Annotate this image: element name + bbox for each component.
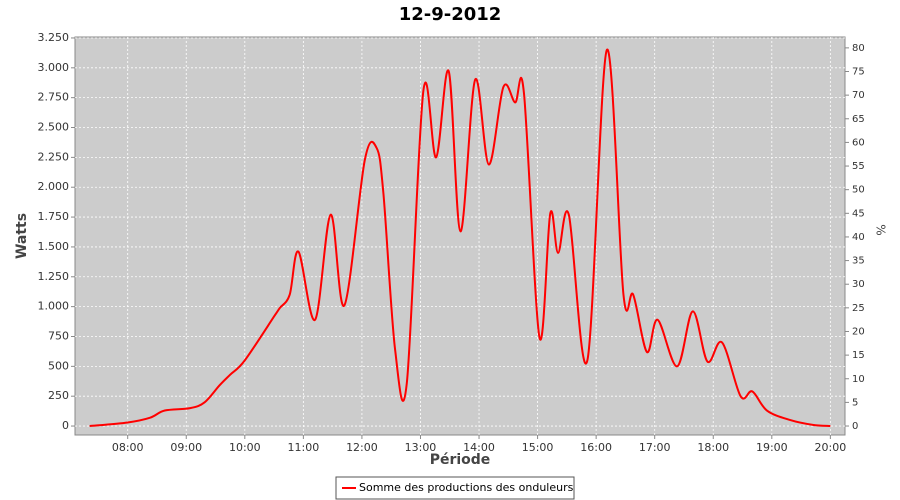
y-tick-label: 3.000 (38, 61, 70, 74)
y2-tick-label: 40 (852, 232, 865, 243)
y2-tick-label: 80 (852, 43, 865, 54)
y-tick-label: 0 (62, 419, 69, 432)
y2-tick-label: 5 (852, 397, 858, 408)
y2-tick-label: 75 (852, 67, 865, 78)
y2-tick-label: 10 (852, 374, 865, 385)
y2-tick-label: 30 (852, 279, 865, 290)
legend-box (335, 476, 575, 500)
y-tick-label: 2.250 (38, 150, 70, 163)
plot-area (74, 36, 846, 436)
y2-tick-label: 0 (852, 421, 858, 432)
x-tick-label: 20:00 (815, 441, 847, 454)
y2-tick-label: 15 (852, 350, 865, 361)
x-tick-label: 14:00 (463, 441, 495, 454)
x-tick-label: 17:00 (639, 441, 671, 454)
y-tick-label: 750 (48, 329, 69, 342)
y2-tick-label: 70 (852, 90, 865, 101)
y-tick-label: 1.250 (38, 270, 70, 283)
y2-tick-label: 65 (852, 114, 865, 125)
legend-label: Somme des productions des onduleurs (359, 481, 574, 494)
y2-tick-label: 60 (852, 137, 865, 148)
y-tick-label: 500 (48, 359, 69, 372)
x-tick-label: 16:00 (580, 441, 612, 454)
y2-tick-label: 50 (852, 185, 865, 196)
y-tick-label: 1.000 (38, 300, 70, 313)
x-tick-label: 08:00 (112, 441, 144, 454)
y-tick-label: 2.750 (38, 91, 70, 104)
y2-tick-label: 25 (852, 303, 865, 314)
x-tick-label: 11:00 (288, 441, 320, 454)
y-tick-label: 2.000 (38, 180, 70, 193)
x-axis-title: Période (430, 452, 491, 468)
y2-tick-label: 55 (852, 161, 865, 172)
y-axis-title: Watts (14, 213, 30, 259)
chart-title: 12-9-2012 (399, 4, 502, 25)
y-tick-label: 3.250 (38, 31, 70, 44)
line (89, 48, 831, 428)
y2-tick-label: 45 (852, 208, 865, 219)
x-tick-label: 13:00 (405, 441, 437, 454)
x-tick-label: 10:00 (229, 441, 261, 454)
y2-tick-label: 20 (852, 326, 865, 337)
y-tick-label: 250 (48, 389, 69, 402)
x-tick-label: 09:00 (170, 441, 202, 454)
y-tick-label: 1.500 (38, 240, 70, 253)
y2-axis-title: % (874, 224, 888, 235)
y-tick-label: 2.500 (38, 121, 70, 134)
x-tick-label: 12:00 (346, 441, 378, 454)
y-tick-label: 1.750 (38, 210, 70, 223)
x-tick-label: 15:00 (522, 441, 554, 454)
y2-tick-label: 35 (852, 256, 865, 267)
x-tick-label: 19:00 (756, 441, 788, 454)
x-tick-label: 18:00 (697, 441, 729, 454)
